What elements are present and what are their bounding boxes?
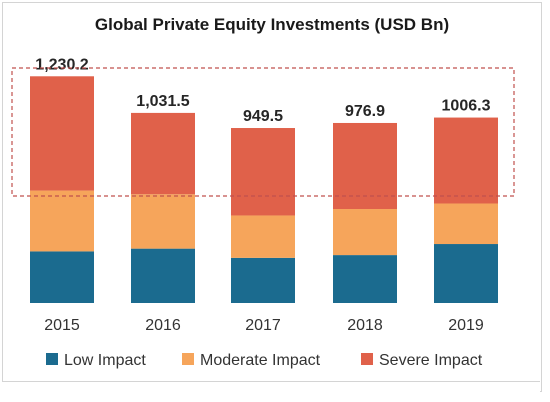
- total-label-2018: 976.9: [345, 103, 385, 120]
- legend-swatch-low-impact: [46, 353, 58, 365]
- bar-severe-impact-2018: [333, 122, 397, 210]
- bar-moderate-impact-2015: [30, 190, 94, 252]
- bar-low-impact-2015: [30, 251, 94, 303]
- x-tick-label-2015: 2015: [44, 317, 80, 334]
- bar-severe-impact-2019: [434, 117, 498, 204]
- x-tick-label-2018: 2018: [347, 317, 383, 334]
- bar-severe-impact-2016: [131, 112, 195, 195]
- bar-severe-impact-2015: [30, 76, 94, 191]
- legend-swatch-moderate-impact: [182, 353, 194, 365]
- bar-moderate-impact-2019: [434, 203, 498, 245]
- bar-low-impact-2016: [131, 248, 195, 303]
- bar-low-impact-2019: [434, 244, 498, 303]
- legend-label-low-impact: Low Impact: [64, 352, 146, 369]
- legend: Low Impact Moderate Impact Severe Impact: [46, 352, 483, 369]
- total-label-2019: 1006.3: [442, 98, 491, 115]
- bar-moderate-impact-2016: [131, 194, 195, 249]
- x-tick-label-2019: 2019: [448, 317, 484, 334]
- x-tick-label-2017: 2017: [245, 317, 281, 334]
- bar-severe-impact-2017: [231, 128, 295, 216]
- x-tick-label-2016: 2016: [145, 317, 181, 334]
- bar-low-impact-2018: [333, 255, 397, 303]
- bar-moderate-impact-2017: [231, 215, 295, 258]
- legend-swatch-severe-impact: [361, 353, 373, 365]
- bottom-strip: [2, 381, 540, 402]
- bars-group: [30, 76, 498, 303]
- chart-title: Global Private Equity Investments (USD B…: [95, 15, 449, 34]
- total-label-2016: 1,031.5: [136, 93, 189, 110]
- bar-low-impact-2017: [231, 257, 295, 303]
- total-label-2015: 1,230.2: [35, 56, 88, 73]
- legend-label-severe-impact: Severe Impact: [379, 352, 483, 369]
- bar-moderate-impact-2018: [333, 209, 397, 256]
- x-tick-labels-group: 2015 2016 2017 2018 2019: [44, 317, 484, 334]
- total-label-2017: 949.5: [243, 108, 283, 125]
- legend-label-moderate-impact: Moderate Impact: [200, 352, 321, 369]
- total-labels-group: 1,230.2 1,031.5 949.5 976.9 1006.3: [35, 56, 490, 125]
